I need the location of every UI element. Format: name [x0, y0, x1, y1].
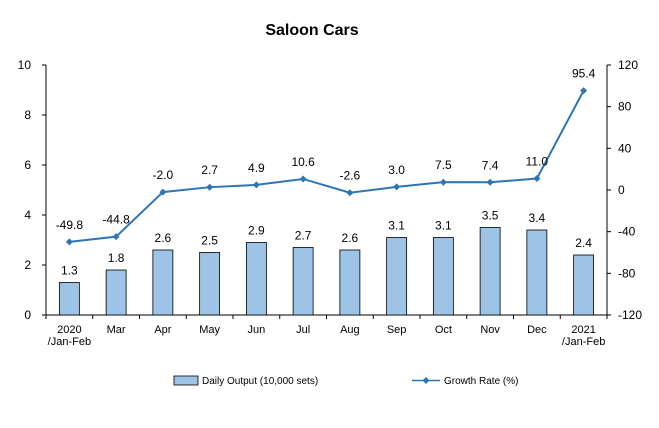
line-data-label: -49.8 — [56, 218, 84, 232]
bar — [526, 229, 548, 316]
line-point — [533, 175, 541, 183]
x-tick-label: Dec — [527, 324, 547, 336]
legend: Daily Output (10,000 sets) Growth Rate (… — [173, 375, 518, 387]
line-point — [252, 181, 260, 189]
x-tick-label: 2020 — [57, 324, 81, 336]
y-left-tick-label: 6 — [24, 158, 31, 172]
bar-data-label: 2.6 — [155, 231, 172, 245]
y-right-tick-label: 40 — [618, 141, 632, 155]
line-point — [206, 183, 214, 191]
bar-data-label: 2.6 — [342, 231, 359, 245]
line-point — [346, 189, 354, 197]
legend-label-daily-output: Daily Output (10,000 sets) — [202, 376, 318, 387]
line-point — [439, 178, 447, 186]
legend-label-growth-rate: Growth Rate (%) — [444, 376, 518, 387]
bar-data-label: 3.5 — [482, 209, 499, 223]
line-data-label: 7.4 — [482, 158, 499, 172]
line-point — [486, 178, 494, 186]
x-tick-label: Oct — [435, 324, 452, 336]
y-right-tick-label: -80 — [618, 266, 636, 280]
bar — [245, 242, 267, 316]
y-left-tick-label: 8 — [24, 108, 31, 122]
line-data-label: 11.0 — [526, 155, 549, 169]
bar — [199, 252, 221, 316]
bar-data-label: 2.5 — [201, 234, 218, 248]
y-left-tick-label: 0 — [24, 308, 31, 322]
bar — [58, 282, 80, 316]
y-right-tick-label: 0 — [618, 183, 625, 197]
x-tick-label: Jun — [248, 324, 266, 336]
y-right-tick-label: -40 — [618, 225, 636, 239]
bar-data-label: 3.1 — [435, 219, 452, 233]
x-tick-label: /Jan-Feb — [48, 336, 91, 348]
bar-data-label: 1.8 — [108, 251, 125, 265]
bar-data-label: 3.4 — [529, 211, 546, 225]
x-tick-label: Sep — [387, 324, 407, 336]
plot-area: 0 2 4 6 8 10 -120 -80 -40 0 40 80 120 1.3 1.8 2.6 2.5 2.9… — [18, 58, 643, 348]
y-left-tick-label: 10 — [18, 58, 32, 72]
x-tick-label: Apr — [154, 324, 171, 336]
line-point — [299, 175, 307, 183]
bar-data-label: 2.7 — [295, 229, 312, 243]
growth-rate-line — [69, 90, 585, 243]
line-point — [159, 188, 167, 196]
line-data-label: -44.8 — [102, 213, 130, 227]
bar — [152, 249, 174, 316]
bar — [573, 254, 595, 316]
x-tick-label: /Jan-Feb — [562, 336, 605, 348]
bar — [432, 237, 454, 316]
line-point — [112, 233, 120, 241]
line-data-label: 3.0 — [388, 163, 405, 177]
x-tick-label: Mar — [107, 324, 126, 336]
bar — [386, 237, 408, 316]
line-data-label: 4.9 — [248, 161, 265, 175]
line-data-label: -2.0 — [153, 168, 174, 182]
x-tick-label: 2021 — [571, 324, 595, 336]
y-right-tick-label: 80 — [618, 100, 632, 114]
y-right-tick-label: -120 — [618, 308, 642, 322]
y-left-tick-label: 2 — [24, 258, 31, 272]
x-tick-label: Aug — [340, 324, 360, 336]
line-data-label: -2.6 — [340, 169, 361, 183]
line-point — [393, 183, 401, 191]
bar-data-label: 2.9 — [248, 224, 265, 238]
line-data-label: 10.6 — [291, 155, 315, 169]
bar-data-label: 1.3 — [61, 264, 78, 278]
bar-data-label: 3.1 — [388, 219, 405, 233]
line-data-label: 95.4 — [572, 67, 596, 81]
y-right-tick-label: 120 — [618, 58, 638, 72]
legend-marker-growth-rate — [422, 377, 430, 384]
y-left-tick-label: 4 — [24, 208, 31, 222]
chart-title: Saloon Cars — [265, 22, 358, 39]
bar — [105, 269, 127, 316]
line-point — [65, 238, 73, 246]
x-tick-label: May — [199, 324, 220, 336]
x-tick-label: Nov — [480, 324, 500, 336]
line-data-label: 2.7 — [201, 163, 218, 177]
legend-swatch-daily-output — [173, 375, 199, 386]
bar — [339, 249, 361, 316]
line-point — [580, 87, 588, 95]
bar-data-label: 2.4 — [575, 236, 592, 250]
line-data-label: 7.5 — [435, 158, 452, 172]
bar — [479, 227, 501, 316]
bar — [292, 247, 314, 316]
x-tick-label: Jul — [296, 324, 310, 336]
